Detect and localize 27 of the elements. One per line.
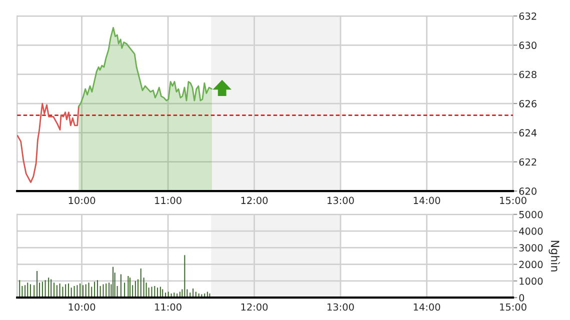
x-tick-label: 10:00 [68, 303, 96, 311]
x-tick-label: 12:00 [241, 303, 268, 311]
y-tick-label: 632 [519, 12, 536, 20]
y-tick-label: 3000 [519, 244, 543, 252]
y-tick-label: 630 [519, 42, 536, 50]
y-tick-label: 0 [519, 294, 524, 302]
x-tick-label: 14:00 [414, 303, 440, 311]
x-tick-label: 13:00 [328, 196, 354, 204]
y-axis-title: Nghìn [548, 240, 560, 272]
x-tick-label: 13:00 [328, 303, 354, 311]
x-tick-label: 10:00 [68, 196, 96, 204]
y-tick-label: 1000 [520, 277, 543, 285]
y-tick-label: 5000 [519, 210, 543, 218]
y-tick-label: 626 [519, 100, 536, 108]
y-tick-label: 628 [519, 70, 536, 78]
y-tick-label: 620 [519, 188, 536, 195]
y-tick-label: 4000 [519, 228, 543, 235]
x-tick-label: 12:00 [241, 196, 268, 204]
x-tick-label: 11:00 [155, 303, 182, 311]
y-tick-label: 624 [519, 129, 537, 137]
y-tick-label: 622 [519, 158, 536, 166]
x-tick-label: 15:00 [500, 196, 526, 204]
y-tick-label: 2000 [519, 260, 543, 268]
line-series [17, 102, 80, 183]
x-tick-label: 14:00 [414, 196, 440, 204]
x-tick-label: 15:00 [500, 303, 526, 311]
x-tick-label: 11:00 [155, 196, 182, 204]
